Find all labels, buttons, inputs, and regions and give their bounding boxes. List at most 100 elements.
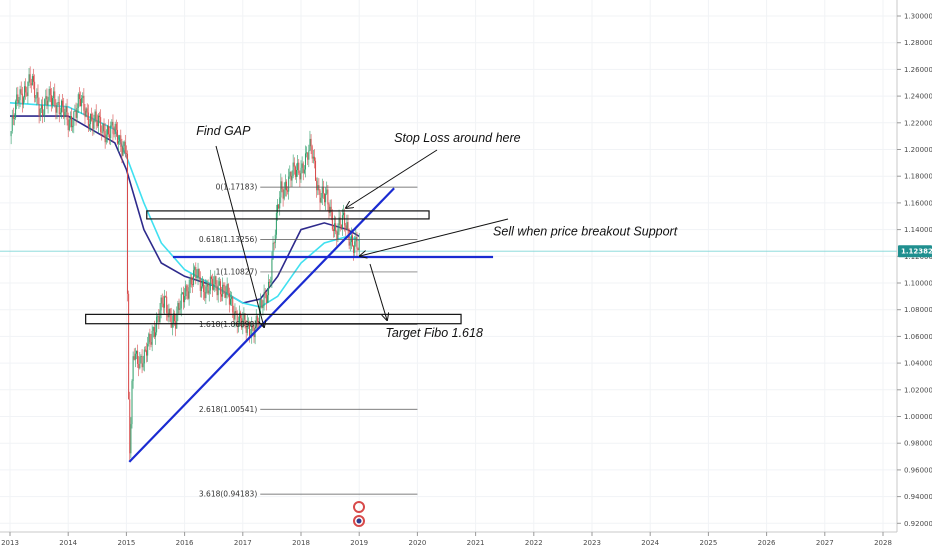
candle-body: [171, 323, 173, 328]
candle-body: [290, 171, 292, 181]
candle-body: [209, 276, 211, 291]
x-tick-label: 2018: [292, 539, 310, 547]
candle-body: [65, 106, 67, 113]
candle-body: [226, 283, 228, 294]
candle-body: [357, 248, 359, 251]
candle-body: [194, 267, 196, 271]
candle-body: [218, 281, 220, 286]
candle-body: [104, 131, 106, 143]
candle-body: [259, 307, 261, 324]
x-tick-label: 2023: [583, 539, 601, 547]
candle-body: [284, 181, 286, 190]
candle-body: [341, 215, 343, 228]
y-tick-label: 1.02000: [904, 386, 932, 394]
candle-body: [197, 268, 199, 278]
candle-body: [237, 324, 239, 327]
candle-body: [326, 189, 328, 194]
x-tick-label: 2025: [699, 539, 717, 547]
candle-body: [16, 94, 18, 102]
annotation-arrow-3: [360, 218, 509, 256]
candle-body: [152, 327, 154, 331]
candle-body: [269, 281, 271, 283]
candle-body: [312, 156, 314, 159]
candle-body: [106, 125, 108, 135]
candle-body: [301, 163, 303, 168]
event-marker-dot-icon: [356, 518, 362, 524]
candle-body: [185, 285, 187, 297]
candle-body: [191, 284, 193, 286]
candle-body: [321, 186, 323, 198]
candle-body: [298, 162, 300, 174]
candle-body: [37, 92, 39, 105]
candle-body: [133, 356, 135, 360]
candle-body: [266, 295, 268, 303]
candle-body: [48, 88, 50, 101]
candle-body: [85, 108, 87, 117]
candle-body: [46, 96, 48, 106]
candle-body: [127, 153, 129, 294]
candle-body: [137, 350, 139, 365]
candle-body: [162, 303, 164, 308]
candle-body: [96, 121, 98, 127]
candle-body: [307, 152, 309, 160]
candle-body: [181, 292, 183, 294]
candle-body: [75, 110, 77, 118]
candle-body: [168, 308, 170, 318]
candle-body: [325, 193, 327, 203]
y-tick-label: 0.94000: [904, 493, 932, 501]
candle-body: [60, 100, 62, 113]
candle-body: [205, 286, 207, 299]
x-tick-label: 2024: [641, 539, 659, 547]
candle-body: [156, 316, 158, 333]
candle-body: [13, 117, 15, 119]
candle-body: [213, 284, 215, 290]
y-tick-label: 0.92000: [904, 520, 932, 528]
x-tick-label: 2020: [408, 539, 426, 547]
candle-body: [257, 322, 259, 324]
annotation-text: Sell when price breakout Support: [493, 225, 678, 239]
candle-body: [147, 343, 149, 356]
candle-body: [99, 115, 101, 118]
candle-body: [263, 292, 265, 307]
candle-body: [223, 284, 225, 287]
candle-body: [34, 81, 36, 98]
candle-body: [31, 76, 33, 86]
candle-body: [240, 312, 242, 319]
candle-body: [167, 312, 169, 318]
candle-body: [338, 217, 340, 229]
candle-body: [101, 131, 103, 133]
candle-body: [128, 293, 130, 400]
candle-body: [73, 111, 75, 126]
candle-body: [57, 102, 59, 103]
candle-body: [95, 111, 97, 122]
annotation-arrow-4: [369, 263, 387, 320]
candle-body: [130, 424, 132, 454]
candle-body: [313, 156, 315, 161]
candle-body: [343, 212, 345, 216]
candle-body: [76, 107, 78, 118]
candle-body: [293, 162, 295, 167]
candle-body: [97, 115, 99, 127]
candle-body: [131, 380, 133, 425]
candle-body: [206, 282, 208, 287]
candle-body: [222, 284, 224, 297]
candle-body: [275, 212, 277, 235]
candle-body: [334, 223, 336, 231]
event-marker-icon: [353, 501, 365, 513]
x-tick-label: 2028: [874, 539, 892, 547]
candle-body: [83, 95, 85, 111]
drawings: [85, 145, 509, 463]
candle-body: [67, 119, 69, 131]
y-tick-label: 1.18000: [904, 173, 932, 181]
candle-body: [64, 112, 66, 118]
candle-body: [309, 138, 311, 151]
candle-body: [151, 330, 153, 345]
candle-body: [29, 74, 31, 84]
candle-body: [118, 141, 120, 144]
candle-body: [319, 190, 321, 203]
candle-body: [204, 291, 206, 299]
candle-body: [278, 204, 280, 209]
fib-level-label: 0(1.17183): [216, 183, 258, 192]
candle-body: [59, 112, 61, 115]
